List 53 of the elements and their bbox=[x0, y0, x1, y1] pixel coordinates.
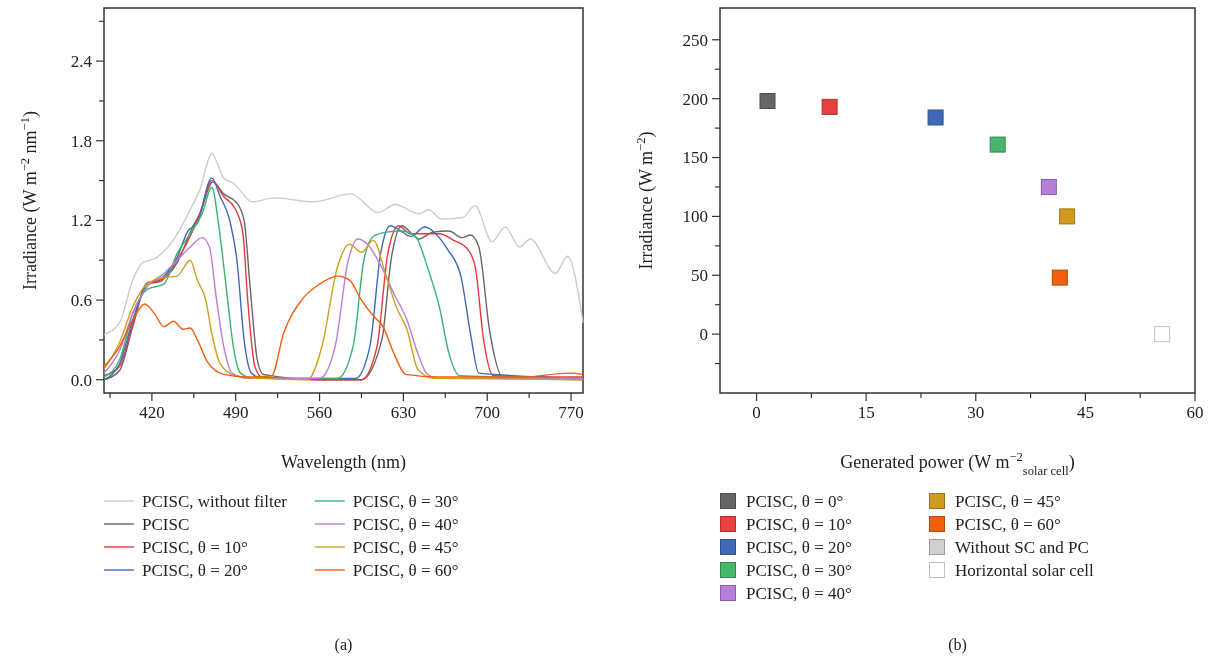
legend-label: PCISC, θ = 0° bbox=[746, 491, 844, 511]
x-tick-label: 60 bbox=[1186, 403, 1204, 422]
point bbox=[1040, 178, 1057, 195]
y-tick-label: 150 bbox=[682, 148, 708, 168]
legend-label: PCISC, θ = 10° bbox=[142, 537, 248, 557]
y-tick-label: 50 bbox=[691, 266, 708, 286]
legend-label: PCISC, θ = 20° bbox=[142, 560, 248, 580]
x-tick-label: 420 bbox=[139, 403, 165, 422]
legend-label: Without SC and PC bbox=[955, 537, 1089, 557]
y-tick-label: 2.4 bbox=[70, 52, 93, 72]
x-tick-label: 630 bbox=[390, 403, 417, 422]
legend-label: PCISC, without filter bbox=[142, 491, 288, 511]
text: (b) bbox=[948, 636, 967, 654]
legend-label: PCISC, θ = 20° bbox=[746, 537, 852, 557]
legend-label: PCISC, θ = 40° bbox=[746, 583, 852, 603]
legend-label: PCISC, θ = 45° bbox=[352, 537, 459, 557]
x-tick-label: 15 bbox=[857, 403, 875, 422]
y-tick-label: 0 bbox=[699, 325, 708, 345]
x-tick-label: 560 bbox=[306, 403, 333, 422]
line-series bbox=[103, 153, 584, 336]
legend-label: PCISC, θ = 10° bbox=[746, 514, 852, 534]
y-tick-label: 200 bbox=[682, 89, 708, 109]
point bbox=[759, 93, 776, 110]
y-tick-label: 0.0 bbox=[70, 370, 92, 390]
point bbox=[1059, 208, 1076, 225]
y-tick-label: 0.6 bbox=[70, 291, 92, 311]
text: (a) bbox=[334, 636, 353, 654]
legend-label: PCISC, θ = 60° bbox=[352, 560, 459, 580]
legend-label: PCISC, θ = 45° bbox=[955, 491, 1061, 511]
point bbox=[989, 136, 1006, 153]
y-tick-label: 250 bbox=[682, 30, 708, 50]
y-tick-label: 1.2 bbox=[70, 211, 92, 231]
x-axis-title: Generated power (W m$^{−2}$$_{solar cell}$) bbox=[840, 450, 1075, 478]
x-tick-label: 700 bbox=[474, 403, 500, 422]
point bbox=[821, 98, 838, 115]
y-tick-label: 100 bbox=[682, 207, 708, 227]
x-tick-label: 490 bbox=[222, 403, 249, 422]
x-axis-title: Wavelength (nm) bbox=[280, 452, 407, 473]
legend-label: PCISC, θ = 30° bbox=[746, 560, 852, 580]
legend-label: Horizontal solar cell bbox=[955, 560, 1095, 580]
x-tick-label: 30 bbox=[967, 403, 985, 422]
legend-label: PCISC bbox=[142, 514, 190, 534]
x-tick-label: 770 bbox=[558, 403, 584, 422]
x-tick-label: 0 bbox=[752, 403, 761, 422]
point bbox=[1154, 326, 1171, 343]
legend-label: PCISC, θ = 30° bbox=[352, 491, 459, 511]
x-tick-label: 45 bbox=[1076, 403, 1094, 422]
line-series bbox=[103, 275, 584, 378]
point bbox=[1051, 269, 1068, 286]
legend-label: PCISC, θ = 60° bbox=[955, 514, 1061, 534]
point bbox=[927, 109, 944, 126]
legend-label: PCISC, θ = 40° bbox=[352, 514, 459, 534]
y-tick-label: 1.8 bbox=[70, 131, 92, 151]
